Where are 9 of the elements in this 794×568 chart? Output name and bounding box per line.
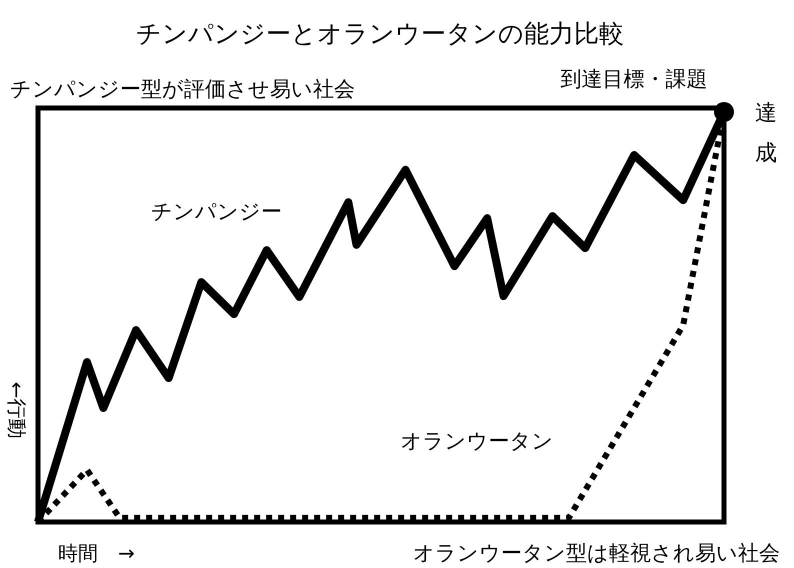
y-axis-title: ←行動	[5, 382, 29, 438]
text: オランウータン型は軽視され易い社会	[413, 541, 780, 565]
text: チンパンジー型が評価させ易い社会	[10, 77, 355, 101]
text: 到達目標・課題	[560, 67, 708, 91]
series-label: チンパンジー	[150, 200, 282, 224]
chart-title: チンパンジーとオランウータンの能力比較	[136, 19, 624, 48]
text: オランウータン	[400, 429, 554, 454]
x-axis-title: 時間 →	[58, 541, 135, 565]
text: 達成	[755, 101, 777, 166]
